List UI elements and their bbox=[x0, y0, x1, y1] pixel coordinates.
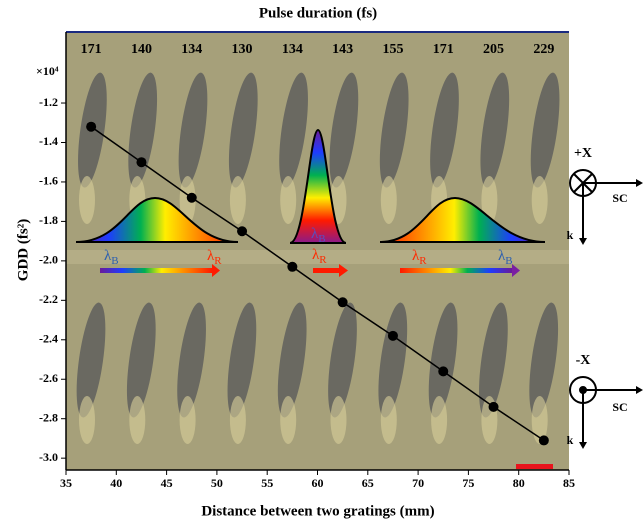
top-label: 130 bbox=[232, 42, 253, 57]
photo-blob bbox=[228, 72, 258, 188]
photo-blob bbox=[428, 302, 458, 418]
y-axis-title: GDD (fs²) bbox=[15, 219, 31, 281]
photo-blob bbox=[530, 72, 560, 188]
photo-glow bbox=[380, 176, 397, 224]
photo-glow bbox=[431, 396, 448, 444]
photo-blob bbox=[279, 72, 308, 188]
annotation: λR bbox=[312, 247, 327, 265]
y-tick-label: -1.6 bbox=[39, 174, 58, 188]
photo-blob bbox=[379, 72, 409, 188]
data-point bbox=[488, 401, 499, 412]
x-tick-label: 45 bbox=[161, 476, 173, 490]
top-label: 134 bbox=[181, 42, 202, 57]
photo-glow bbox=[229, 396, 246, 444]
x-tick-label: 70 bbox=[412, 476, 424, 490]
top-label: 229 bbox=[533, 42, 554, 57]
data-point bbox=[136, 157, 147, 168]
y-multiplier: ×10⁴ bbox=[36, 64, 59, 78]
photo-glow bbox=[129, 396, 146, 444]
top-label: 143 bbox=[332, 42, 353, 57]
icon-label: k bbox=[567, 228, 574, 242]
y-tick-label: -1.4 bbox=[39, 134, 58, 148]
x-tick-label: 85 bbox=[563, 476, 575, 490]
photo-blob bbox=[479, 302, 508, 418]
y-tick-label: -2.8 bbox=[39, 410, 58, 424]
top-label: 171 bbox=[81, 42, 102, 57]
photo-glow bbox=[179, 396, 196, 444]
x-tick-label: 40 bbox=[110, 476, 122, 490]
photo-blob bbox=[430, 72, 459, 188]
data-point bbox=[237, 226, 248, 237]
x-tick-label: 35 bbox=[60, 476, 72, 490]
data-point bbox=[287, 261, 298, 272]
top-title: Pulse duration (fs) bbox=[259, 5, 377, 21]
annotation: λB bbox=[104, 248, 119, 266]
data-point bbox=[337, 297, 348, 308]
photo-glow bbox=[79, 176, 95, 224]
y-tick-label: -2.0 bbox=[39, 253, 58, 267]
photo-glow bbox=[330, 396, 347, 444]
y-tick-label: -1.8 bbox=[39, 213, 58, 227]
photo-blob bbox=[277, 302, 307, 418]
annotation: λB bbox=[311, 226, 326, 244]
photo-glow bbox=[280, 396, 297, 444]
y-tick-label: -2.4 bbox=[39, 332, 58, 346]
top-label: 171 bbox=[433, 42, 454, 57]
axis-icons bbox=[569, 169, 636, 442]
y-tick-label: -2.2 bbox=[39, 292, 58, 306]
data-point bbox=[438, 366, 449, 377]
top-label: 205 bbox=[483, 42, 504, 57]
x-tick-label: 65 bbox=[362, 476, 374, 490]
y-tick-label: -1.2 bbox=[39, 95, 58, 109]
x-tick-label: 50 bbox=[211, 476, 223, 490]
x-tick-label: 75 bbox=[462, 476, 474, 490]
spectra bbox=[75, 128, 546, 277]
photo-blob bbox=[177, 302, 206, 418]
photo-blob bbox=[329, 72, 359, 188]
top-label: 140 bbox=[131, 42, 152, 57]
icon-label: SC bbox=[612, 400, 627, 414]
photo-blob bbox=[480, 72, 510, 188]
annotation: λB bbox=[498, 248, 513, 266]
photo-glow bbox=[229, 176, 246, 224]
y-tick-label: -3.0 bbox=[39, 450, 58, 464]
top-label: 134 bbox=[282, 42, 303, 57]
photo-glow bbox=[380, 396, 397, 444]
icon-label: +X bbox=[574, 146, 592, 161]
data-point bbox=[86, 121, 97, 132]
annotation: λR bbox=[412, 248, 427, 266]
photo-blob bbox=[76, 302, 106, 418]
x-tick-label: 55 bbox=[261, 476, 273, 490]
data-line bbox=[90, 126, 545, 442]
data-point bbox=[186, 192, 197, 203]
x-tick-label: 80 bbox=[513, 476, 525, 490]
photo-glow bbox=[79, 396, 95, 444]
icon-label: k bbox=[567, 433, 574, 447]
photo-blob bbox=[178, 72, 208, 188]
icon-label: SC bbox=[612, 191, 627, 205]
top-label: 155 bbox=[382, 42, 403, 57]
x-tick-label: 60 bbox=[312, 476, 324, 490]
photo-glow bbox=[280, 176, 297, 224]
scale-bar bbox=[516, 464, 553, 469]
annotation: λR bbox=[207, 248, 222, 266]
photo-blob bbox=[227, 302, 257, 418]
x-axis-title: Distance between two gratings (mm) bbox=[201, 503, 434, 519]
photo-blob bbox=[126, 302, 156, 418]
icon-arrowheads bbox=[579, 179, 643, 449]
y-tick-label: -2.6 bbox=[39, 371, 58, 385]
photo-blob bbox=[378, 302, 408, 418]
photo-blob bbox=[529, 302, 559, 418]
photo-glow bbox=[531, 176, 548, 224]
photo-blob bbox=[328, 302, 357, 418]
data-point bbox=[538, 435, 549, 446]
icon-label: -X bbox=[576, 353, 591, 368]
data-point bbox=[387, 330, 398, 341]
lambda-labels: λB λR λB λR λR λB bbox=[104, 226, 513, 266]
photo-glow bbox=[481, 176, 498, 224]
photo-glow bbox=[531, 396, 548, 444]
